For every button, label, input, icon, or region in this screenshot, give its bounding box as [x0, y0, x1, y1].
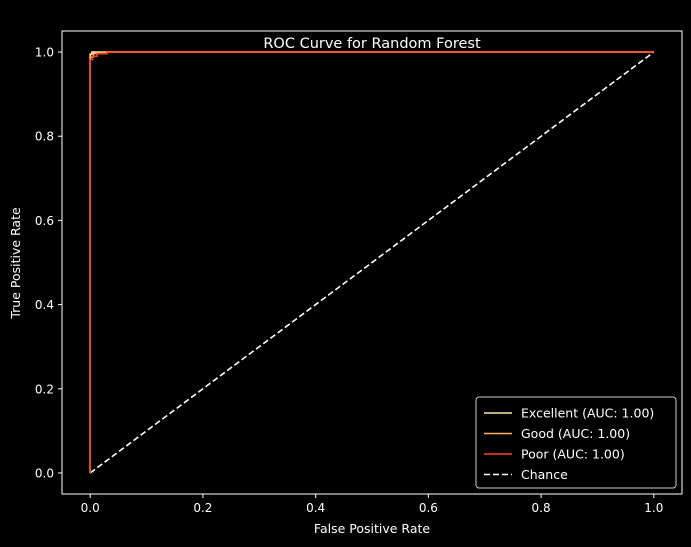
legend: Excellent (AUC: 1.00) Good (AUC: 1.00) Poo…	[475, 396, 677, 489]
legend-label-good: Good (AUC: 1.00)	[521, 426, 630, 441]
series-line-good	[89, 51, 654, 473]
series-layer	[89, 51, 655, 474]
legend-label-chance: Chance	[521, 467, 568, 482]
legend-box	[475, 396, 677, 489]
x-tick-label: 0.6	[419, 501, 438, 515]
y-tick-label: 0.0	[35, 466, 54, 480]
plot-frame	[61, 30, 683, 495]
x-tick-label: 0.8	[532, 501, 551, 515]
series-line-poor	[89, 51, 654, 473]
y-tick-label: 0.6	[35, 214, 54, 228]
y-tick-label: 0.4	[35, 298, 54, 312]
x-tick-label: 0.2	[193, 501, 212, 515]
x-tick-label: 1.0	[644, 501, 663, 515]
x-axis-label: False Positive Rate	[314, 521, 430, 536]
plot-area	[61, 30, 683, 495]
ticks-layer: 0.0 0.2 0.4 0.6 0.8 1.0 0.0 0.2 0.4 0.6 0.8 1.0	[35, 46, 663, 515]
y-tick-label: 0.8	[35, 130, 54, 144]
x-tick-label: 0.4	[306, 501, 325, 515]
x-tick-label: 0.0	[81, 501, 100, 515]
legend-label-excellent: Excellent (AUC: 1.00)	[521, 406, 654, 421]
series-line-chance	[89, 51, 655, 474]
legend-label-poor: Poor (AUC: 1.00)	[521, 447, 625, 462]
y-tick-label: 0.2	[35, 382, 54, 396]
y-axis-label: True Positive Rate	[8, 207, 23, 320]
chart-title: ROC Curve for Random Forest	[263, 36, 481, 52]
y-tick-label: 1.0	[35, 46, 54, 60]
